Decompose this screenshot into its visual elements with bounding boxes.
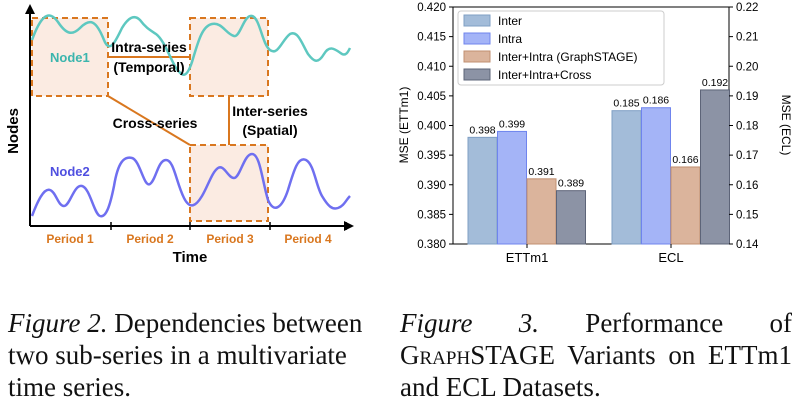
legend-swatch-graphstage <box>463 50 491 63</box>
intra-series-label: Intra-series <box>111 39 187 55</box>
figure3-caption: Figure 3. Performance of GraphSTAGE Vari… <box>400 307 792 403</box>
period-label: Period 2 <box>126 232 174 246</box>
legend-swatch-intra <box>463 32 491 45</box>
right-y-tick-label: 0.19 <box>736 91 758 103</box>
legend-label-cross: Inter+Intra+Cross <box>498 68 591 82</box>
bar-ettm1-0 <box>467 136 498 245</box>
left-y-tick-label: 0.400 <box>417 121 446 133</box>
legend-label-inter: Inter <box>498 14 522 28</box>
left-y-tick-label: 0.380 <box>417 239 446 251</box>
right-y-tick-label: 0.17 <box>736 150 758 162</box>
figure3-caption-stage: STAGE <box>470 340 556 370</box>
bar-value-label: 0.389 <box>558 178 584 190</box>
bar-ettm1-1 <box>497 130 527 245</box>
legend-label-intra: Intra <box>498 32 522 46</box>
left-y-tick-label: 0.395 <box>417 150 446 162</box>
inter-series-label: Inter-series <box>232 103 308 119</box>
left-y-tick-label: 0.385 <box>417 209 446 221</box>
legend-box <box>457 10 665 86</box>
bar-value-label: 0.399 <box>499 118 525 130</box>
right-y-tick-label: 0.18 <box>736 121 758 133</box>
bar-value-label: 0.192 <box>702 77 728 89</box>
bar-value-label: 0.185 <box>613 98 639 110</box>
right-axis-title: MSE (ECL) <box>779 95 793 156</box>
node1-period3-box <box>189 17 269 97</box>
cross-series-label: Cross-series <box>113 115 198 131</box>
bar-ettm1-2 <box>526 178 557 245</box>
left-y-tick-label: 0.405 <box>417 91 446 103</box>
bar-ettm1-3 <box>556 190 586 245</box>
figure3-caption-label: Figure 3. <box>400 308 540 338</box>
figure2-caption: Figure 2. Dependencies between two sub-s… <box>8 307 368 403</box>
inter-series-sublabel: (Spatial) <box>242 122 297 138</box>
y-axis-title: Nodes <box>5 108 22 154</box>
period-label: Period 3 <box>206 232 254 246</box>
right-y-tick-label: 0.14 <box>736 239 759 251</box>
intra-series-sublabel: (Temporal) <box>113 59 184 75</box>
figure3-caption-text-before: Performance of <box>539 308 792 338</box>
legend-swatch-inter <box>463 14 491 27</box>
left-axis-title: MSE (ETTm1) <box>397 87 411 164</box>
node1-series-line <box>30 14 352 76</box>
legend: Inter Intra Inter+Intra (GraphSTAGE) Int… <box>457 10 665 86</box>
bar-value-label: 0.166 <box>672 154 698 166</box>
node2-label: Node2 <box>50 164 90 179</box>
right-y-tick-label: 0.15 <box>736 209 758 221</box>
right-y-tick-label: 0.20 <box>736 61 758 73</box>
x-tick-label: ETTm1 <box>506 250 549 265</box>
bar-ecl-0 <box>611 110 642 245</box>
right-y-tick-label: 0.22 <box>736 2 758 14</box>
figure2-caption-text: Dependencies between two sub-series in a… <box>8 308 363 402</box>
figure3-caption-text-after: Variants on ETTm1 and ECL Datasets. <box>400 340 792 402</box>
dependency-diagram: Node1 Node2 Intra-series (Temporal) Inte… <box>5 4 354 266</box>
right-y-tick-label: 0.16 <box>736 180 758 192</box>
bar-value-label: 0.398 <box>469 124 495 136</box>
x-tick-label: ECL <box>658 250 683 265</box>
left-y-tick-label: 0.410 <box>417 61 446 73</box>
left-y-tick-label: 0.420 <box>417 2 446 14</box>
period-label: Period 4 <box>284 232 332 246</box>
y-axis-arrow <box>25 4 35 14</box>
figure3-caption-graph: Graph <box>400 340 471 370</box>
bar-value-label: 0.186 <box>643 95 669 107</box>
right-y-tick-label: 0.21 <box>736 32 758 44</box>
bar-ecl-2 <box>670 166 701 245</box>
node2-period3-box <box>189 144 269 222</box>
legend-swatch-cross <box>463 68 491 81</box>
bar-value-label: 0.391 <box>528 166 554 178</box>
bar-chart: ETTm1 ECL 0.380 0.385 0.390 0.395 0.400 0.405 0.… <box>397 2 793 265</box>
cross-connector <box>107 95 191 146</box>
period-label: Period 1 <box>46 232 94 246</box>
left-y-tick-label: 0.415 <box>417 32 446 44</box>
legend-label-graphstage: Inter+Intra (GraphSTAGE) <box>498 50 638 64</box>
bar-ecl-3 <box>700 89 730 245</box>
bar-ecl-1 <box>641 107 671 245</box>
figure2-caption-label: Figure 2. <box>8 308 108 338</box>
x-axis-title: Time <box>173 249 208 266</box>
node1-label: Node1 <box>50 50 90 65</box>
left-y-tick-label: 0.390 <box>417 180 446 192</box>
node2-series-line <box>30 152 351 218</box>
